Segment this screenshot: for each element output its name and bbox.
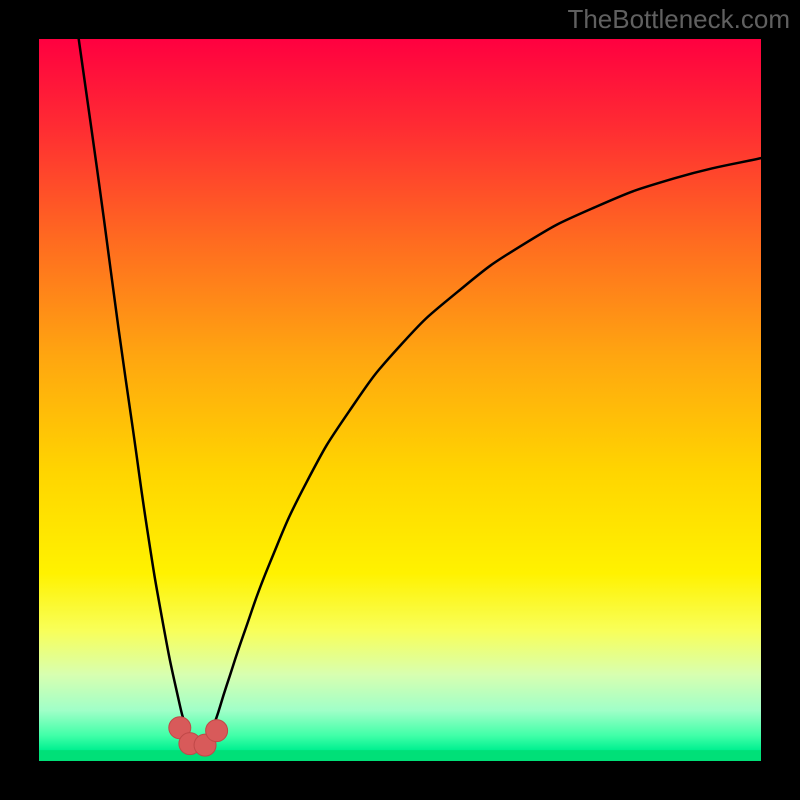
- chart-green-band: [39, 750, 761, 761]
- chart-stage: TheBottleneck.com: [0, 0, 800, 800]
- chart-plot-area: [39, 39, 761, 761]
- bottleneck-curve-chart: [0, 0, 800, 800]
- watermark-text: TheBottleneck.com: [567, 4, 790, 35]
- curve-marker-3: [206, 720, 228, 742]
